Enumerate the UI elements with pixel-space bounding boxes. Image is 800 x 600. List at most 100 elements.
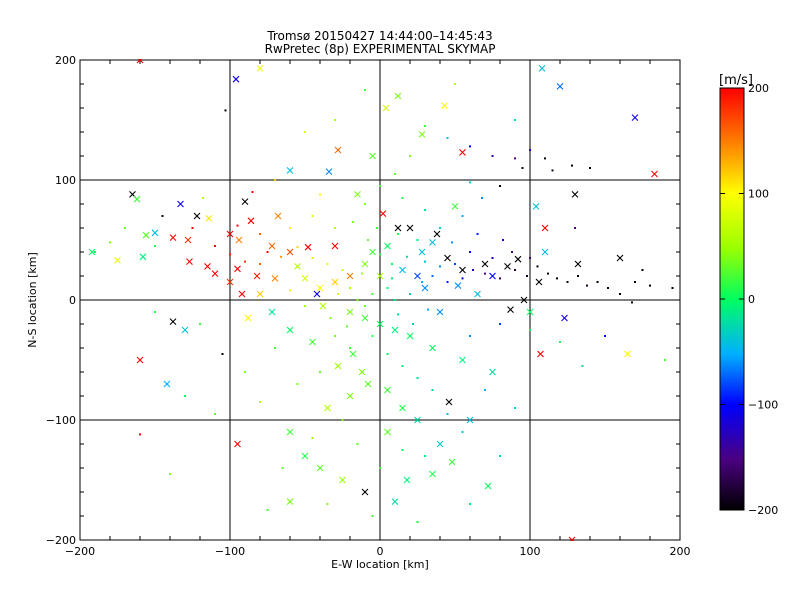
data-point-cross [294, 263, 301, 270]
data-point-cross [454, 282, 462, 289]
colorbar-label: [m/s] [719, 73, 753, 88]
data-point-cross [286, 326, 294, 334]
data-point-dot [412, 323, 414, 325]
data-point-dot [259, 233, 261, 235]
data-point-cross [556, 83, 564, 90]
data-point-cross [538, 65, 546, 72]
x-tick-label: 200 [670, 545, 691, 558]
x-tick-label: −100 [215, 545, 245, 558]
colorbar-tick-label: −100 [748, 399, 778, 412]
data-point-dot [274, 179, 276, 181]
data-point-cross [136, 356, 144, 364]
data-point-cross [136, 59, 144, 64]
data-point-dot [94, 251, 96, 253]
data-point-dot [341, 419, 344, 421]
data-point-dot [556, 277, 558, 280]
data-point-cross [414, 272, 421, 280]
data-point-cross [436, 308, 444, 316]
data-point-cross [399, 404, 406, 412]
x-axis-label: E-W location [km] [331, 558, 429, 571]
data-point-cross [316, 284, 324, 292]
data-point-dot [451, 241, 453, 244]
data-point-dot [346, 325, 348, 328]
data-point-cross [436, 440, 444, 448]
data-point-dot [476, 233, 479, 235]
data-point-dot [361, 272, 363, 275]
data-point-cross [394, 224, 402, 232]
data-point-cross [535, 278, 543, 286]
data-point-cross [514, 255, 522, 263]
data-point-dot [311, 257, 314, 259]
data-point-dot [521, 167, 524, 169]
data-point-cross [331, 278, 339, 286]
data-point-cross [301, 275, 309, 282]
data-point-dot [352, 221, 354, 223]
data-point-dot [514, 269, 516, 271]
data-point-cross [354, 191, 361, 198]
data-point-dot [371, 293, 374, 295]
y-axis-label: N-S location [km] [26, 252, 39, 348]
data-point-dot [431, 275, 434, 277]
data-point-dot [334, 119, 336, 121]
data-point-dot [577, 275, 579, 277]
data-point-cross [234, 265, 241, 273]
data-point-cross [541, 224, 549, 232]
data-point-dot [401, 197, 404, 199]
data-point-dot [379, 185, 381, 187]
data-point-cross [286, 248, 294, 256]
data-point-dot [529, 329, 531, 331]
data-point-dot [514, 407, 516, 409]
data-point-cross [441, 102, 448, 109]
data-point-cross [325, 168, 333, 175]
data-point-cross [568, 536, 576, 541]
data-point-dot [334, 335, 336, 337]
data-point-cross [384, 428, 391, 436]
data-point-dot [281, 467, 284, 469]
data-point-dot [649, 284, 651, 287]
data-point-dot [376, 227, 378, 229]
data-point-cross [369, 248, 376, 256]
data-point-cross [459, 149, 466, 156]
data-point-cross [186, 258, 193, 265]
data-point-dot [109, 241, 111, 244]
data-point-dot [154, 245, 156, 247]
data-point-cross [226, 230, 234, 238]
data-point-dot [424, 260, 426, 263]
data-point-dot [461, 431, 464, 433]
data-point-dot [469, 335, 471, 337]
data-point-cross [489, 368, 496, 376]
data-point-dot [469, 181, 471, 184]
data-point-dot [326, 503, 329, 505]
data-point-dot [326, 263, 329, 265]
data-point-cross [268, 242, 276, 250]
data-point-cross [489, 272, 496, 280]
data-point-cross [526, 308, 534, 316]
data-point-dot [536, 265, 539, 268]
data-point-dot [544, 157, 546, 160]
data-point-dot [341, 269, 344, 271]
data-point-dot [266, 251, 269, 253]
data-point-cross [151, 229, 159, 237]
data-point-dot [214, 413, 216, 415]
data-point-dot [394, 299, 396, 301]
data-point-cross [651, 170, 658, 178]
data-point-cross [541, 248, 549, 256]
data-point-dot [406, 255, 408, 258]
data-point-cross [339, 476, 346, 484]
data-point-dot [244, 260, 246, 263]
data-point-dot [371, 335, 374, 337]
data-point-dot [469, 251, 471, 253]
data-point-dot [421, 281, 423, 283]
data-point-cross [376, 320, 384, 328]
data-point-cross [286, 428, 294, 436]
data-point-dot [481, 197, 483, 199]
data-point-dot [401, 365, 404, 367]
data-point-cross [384, 242, 391, 250]
data-point-cross [358, 368, 366, 376]
data-point-dot [484, 272, 486, 275]
data-point-cross [574, 260, 582, 268]
data-point-dot [244, 371, 246, 373]
data-point-cross [334, 362, 342, 370]
data-point-cross [537, 350, 544, 358]
data-point-dot [502, 239, 504, 241]
